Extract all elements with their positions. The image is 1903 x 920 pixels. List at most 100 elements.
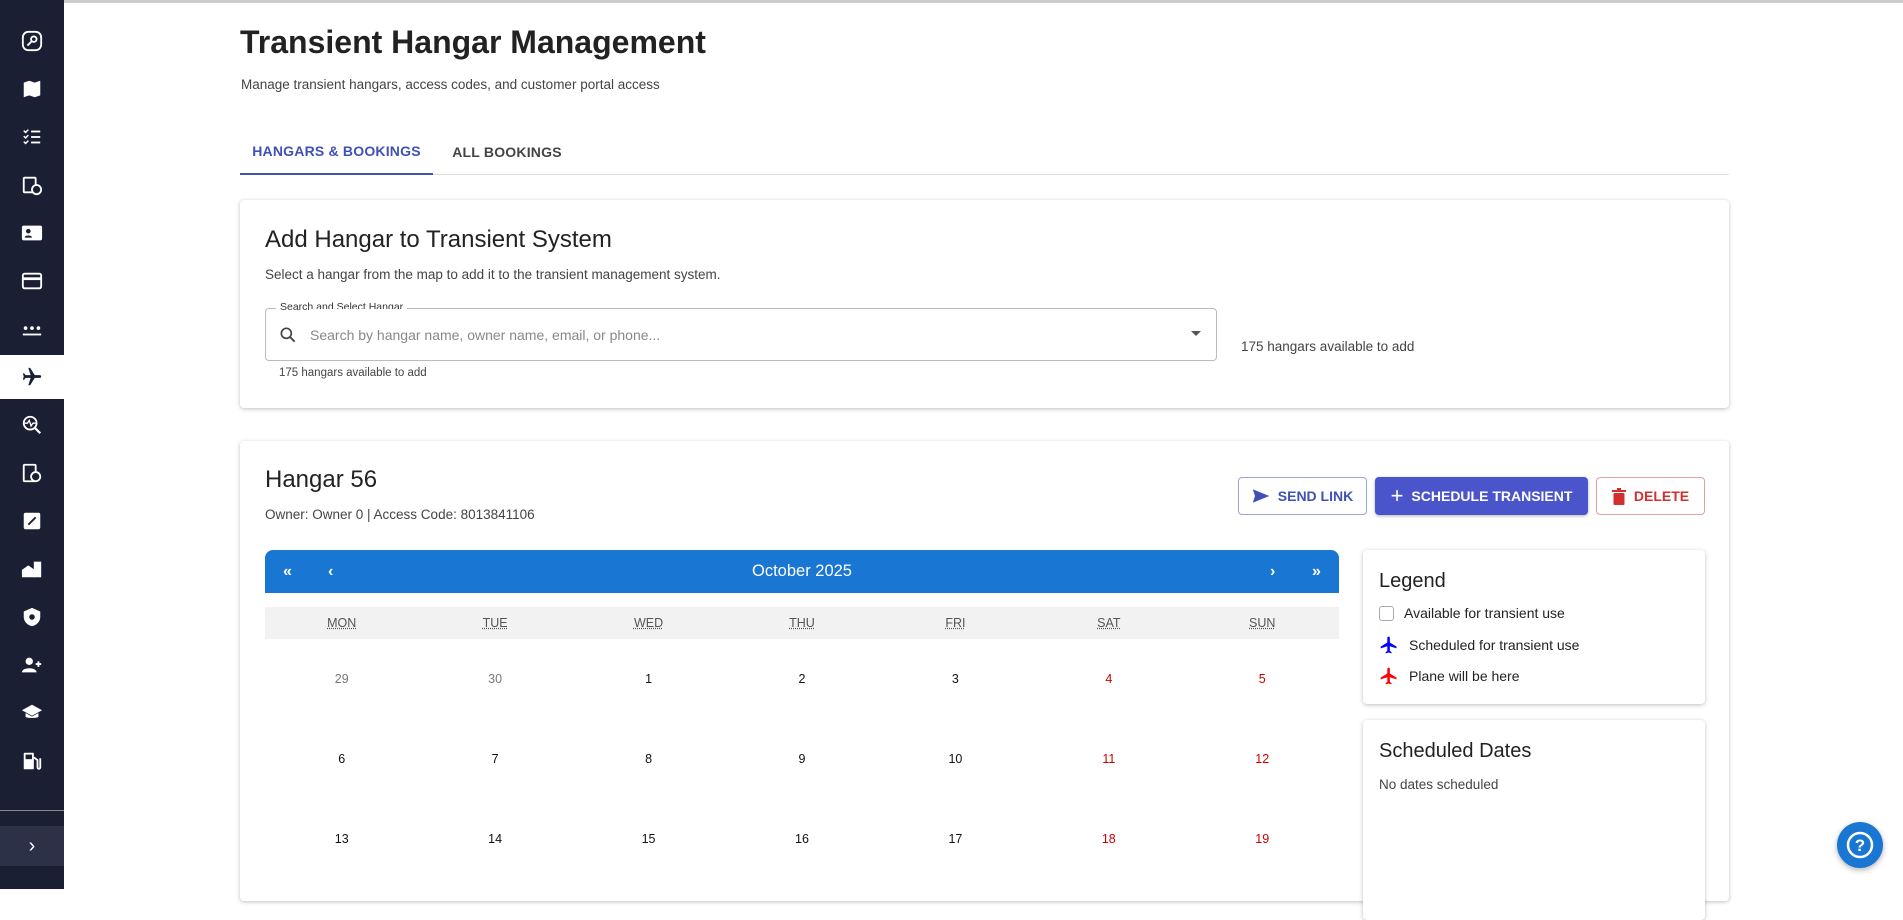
sidebar-item-clipboard-block[interactable] [0,451,64,495]
sidebar-item-add-user[interactable] [0,643,64,687]
weekday-mon: MON [327,616,357,630]
calendar-day[interactable]: 10 [948,752,963,766]
chevron-right-icon: › [28,834,36,857]
sidebar-item-fuel[interactable] [0,739,64,783]
weekday-wed: WED [633,616,664,630]
tab-hangars-bookings[interactable]: HANGARS & BOOKINGS [240,128,433,175]
edit-document-icon [23,512,41,530]
sidebar-item-buildings[interactable] [0,547,64,591]
calendar-week: 6 7 8 9 10 11 12 [265,719,1339,799]
clipboard-block-icon [22,463,42,483]
add-hangar-card: Add Hangar to Transient System Select a … [240,200,1729,408]
sidebar-item-contact-card[interactable] [0,211,64,255]
sidebar-item-edit-document[interactable] [0,499,64,543]
sidebar-item-school[interactable] [0,691,64,735]
svg-text:?: ? [1855,836,1865,855]
calendar-day[interactable]: 9 [798,752,806,766]
send-link-label: SEND LINK [1277,488,1354,504]
calendar-header: October 2025 « ‹ › » [265,550,1339,593]
legend-title: Legend [1379,570,1446,592]
schedule-label: SCHEDULE TRANSIENT [1411,488,1573,504]
legend-label: Available for transient use [1404,605,1565,621]
hangar-search-field[interactable]: Search and Select Hangar [265,301,1217,361]
school-icon [21,704,43,719]
legend-card: Legend Available for transient use Sched… [1363,550,1705,704]
add-hangar-title: Add Hangar to Transient System [265,226,612,253]
send-icon [1252,489,1270,503]
airplane-icon [1380,667,1397,685]
plus-icon: + [1390,483,1404,508]
weekday-header: MON TUE WED THU FRI SAT SUN [265,607,1339,639]
sidebar-item-key[interactable] [0,19,64,63]
calendar-day[interactable]: 1 [645,672,653,686]
map-icon [23,80,41,98]
calendar-day[interactable]: 6 [338,752,346,766]
delete-button[interactable]: DELETE [1596,477,1705,515]
key-icon [21,30,43,52]
calendar-day[interactable]: 12 [1255,752,1270,766]
calendar-day[interactable]: 17 [948,832,963,846]
sidebar-item-calendar-clock[interactable] [0,163,64,207]
tab-all-bookings[interactable]: ALL BOOKINGS [452,143,562,160]
hangar-title: Hangar 56 [265,466,378,493]
calendar-day[interactable]: 18 [1101,832,1116,846]
hangar-details: Owner: Owner 0 | Access Code: 8013841106 [265,507,535,522]
send-link-button[interactable]: SEND LINK [1238,477,1367,515]
calendar-day[interactable]: 3 [951,672,959,686]
calendar-day[interactable]: 11 [1102,752,1116,766]
legend-item-plane-here: Plane will be here [1379,666,1520,686]
sidebar: › [0,0,64,889]
calendar-day[interactable]: 2 [798,672,806,686]
airplane-icon [22,367,42,386]
checklist-icon [23,129,41,145]
trash-icon [1611,487,1626,505]
add-hangar-description: Select a hangar from the map to add it t… [265,267,721,282]
page-subtitle: Manage transient hangars, access codes, … [241,77,660,92]
calendar-month: October 2025 [752,562,852,580]
sidebar-item-search-activity[interactable] [0,403,64,447]
calendar-day[interactable]: 15 [641,832,656,846]
calendar-day[interactable]: 16 [795,832,809,846]
legend-item-available: Available for transient use [1379,605,1565,621]
buildings-icon [21,561,42,578]
sidebar-item-checklist[interactable] [0,115,64,159]
sidebar-item-credit-card[interactable] [0,259,64,303]
schedule-transient-button[interactable]: + SCHEDULE TRANSIENT [1375,477,1588,515]
page-title: Transient Hangar Management [240,24,706,60]
calendar-day[interactable]: 7 [491,752,499,766]
prev-year-button[interactable]: « [283,562,292,580]
sidebar-item-password[interactable] [0,307,64,351]
help-button[interactable]: ? [1837,822,1883,868]
sidebar-item-map[interactable] [0,67,64,111]
expand-sidebar-button[interactable]: › [0,826,64,866]
calendar-day[interactable]: 30 [488,672,503,686]
weekday-thu: THU [789,616,815,630]
airplane-icon [1380,636,1397,654]
password-icon [22,326,42,336]
add-user-icon [21,657,42,673]
legend-label: Scheduled for transient use [1409,637,1580,653]
search-input[interactable] [310,309,1170,360]
next-month-button[interactable]: › [1270,562,1276,580]
contact-card-icon [21,225,43,241]
calendar-week: 13 14 15 16 17 18 19 [265,799,1339,879]
sidebar-item-shield[interactable] [0,595,64,639]
prev-month-button[interactable]: ‹ [328,562,334,580]
sidebar-item-airplane[interactable] [0,355,64,399]
search-icon [280,327,296,343]
next-year-button[interactable]: » [1312,562,1321,580]
calendar-day[interactable]: 19 [1255,832,1270,846]
scheduled-dates-card: Scheduled Dates No dates scheduled [1363,720,1705,920]
calendar-day[interactable]: 4 [1105,672,1113,686]
calendar-day[interactable]: 8 [645,752,653,766]
calendar-day[interactable]: 29 [334,672,349,686]
calendar-day[interactable]: 13 [334,832,349,846]
weekday-sat: SAT [1097,616,1121,630]
fuel-icon [23,752,42,770]
weekday-sun: SUN [1249,616,1276,630]
dropdown-arrow-icon[interactable] [1190,330,1202,338]
calendar-day[interactable]: 14 [488,832,503,846]
calendar-day[interactable]: 5 [1258,672,1266,686]
no-dates-text: No dates scheduled [1379,777,1499,792]
weekday-fri: FRI [945,616,966,630]
